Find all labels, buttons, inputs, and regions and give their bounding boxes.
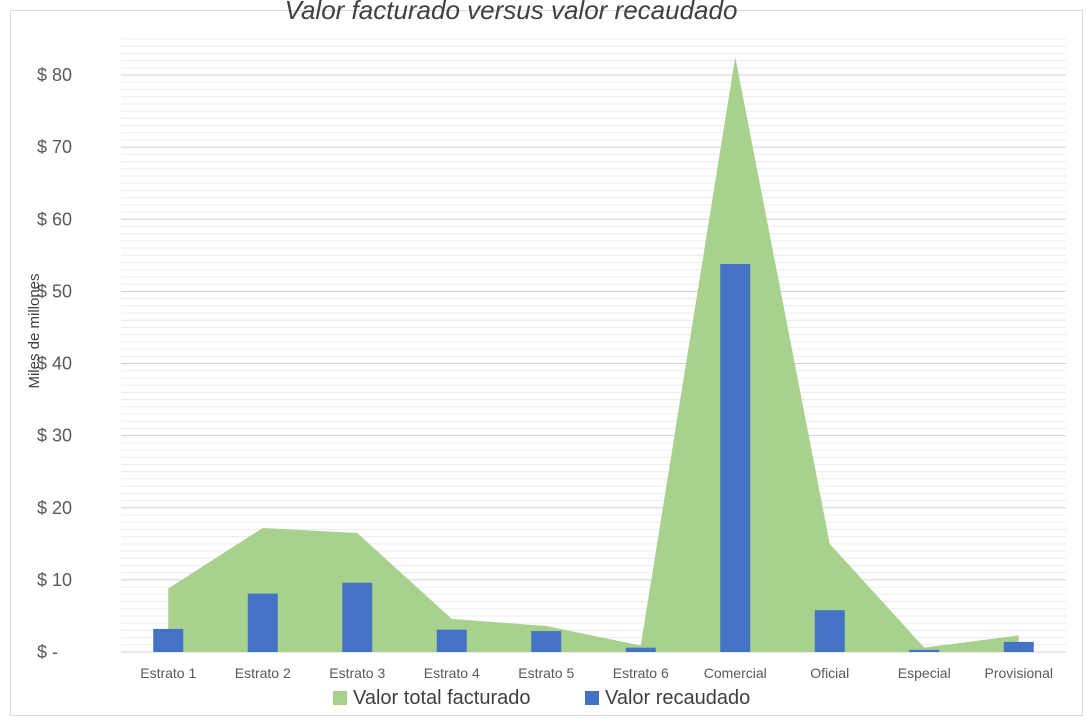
x-tick-label: Estrato 6: [613, 665, 669, 681]
x-tick-label: Estrato 3: [329, 665, 385, 681]
legend-swatch-1: [585, 691, 599, 705]
legend-label-0: Valor total facturado: [353, 687, 531, 709]
bar-valor-recaudado-2: [342, 582, 373, 652]
y-tick-label: $ 40: [37, 354, 72, 374]
x-tick-label: Comercial: [704, 665, 767, 681]
legend-swatch-0: [333, 691, 347, 705]
bar-valor-recaudado-6: [720, 264, 751, 652]
bar-valor-recaudado-4: [531, 631, 562, 652]
y-axis-ticks: $ - $ 10 $ 20 $ 30 $ 40 $ 50 $ 60 $ 70 $ 80: [37, 65, 72, 662]
x-tick-label: Especial: [898, 665, 951, 681]
x-tick-label: Estrato 5: [518, 665, 574, 681]
y-tick-label: $ 10: [37, 570, 72, 590]
area-valor-total-facturado: [168, 57, 1019, 652]
bar-valor-recaudado-8: [909, 649, 940, 652]
x-tick-label: Provisional: [985, 665, 1053, 681]
y-tick-label: $ 50: [37, 281, 72, 301]
bar-valor-recaudado-3: [436, 629, 467, 652]
chart-title: Valor facturado versus valor recaudado: [284, 0, 738, 25]
y-tick-label: $ 60: [37, 209, 72, 229]
y-tick-label: $ 80: [37, 65, 72, 85]
x-tick-label: Estrato 4: [424, 665, 480, 681]
bar-valor-recaudado-1: [247, 593, 278, 652]
bar-valor-recaudado-5: [625, 647, 656, 652]
y-axis-label: Miles de millones: [26, 273, 43, 388]
y-tick-label: $ 30: [37, 426, 72, 446]
x-axis-ticks: Estrato 1 Estrato 2 Estrato 3 Estrato 4 Estr…: [140, 665, 1053, 681]
bar-valor-recaudado-9: [1003, 641, 1034, 652]
bar-series-layer: [153, 264, 1034, 652]
bar-valor-recaudado-0: [153, 628, 184, 652]
area-series-layer: [168, 57, 1019, 652]
legend: Valor total facturado Valor recaudado: [333, 687, 750, 709]
chart-svg: $ - $ 10 $ 20 $ 30 $ 40 $ 50 $ 60 $ 70 $ 80 Estr…: [26, 38, 1066, 709]
y-tick-label: $ 20: [37, 498, 72, 518]
bar-valor-recaudado-7: [814, 610, 845, 652]
y-tick-label: $ 70: [37, 137, 72, 157]
chart-frame: Valor facturado versus valor recaudado $…: [10, 0, 1083, 716]
x-tick-label: Estrato 2: [235, 665, 291, 681]
x-tick-label: Oficial: [810, 665, 849, 681]
x-tick-label: Estrato 1: [140, 665, 196, 681]
legend-label-1: Valor recaudado: [605, 687, 750, 709]
y-tick-label: $ -: [37, 642, 58, 662]
